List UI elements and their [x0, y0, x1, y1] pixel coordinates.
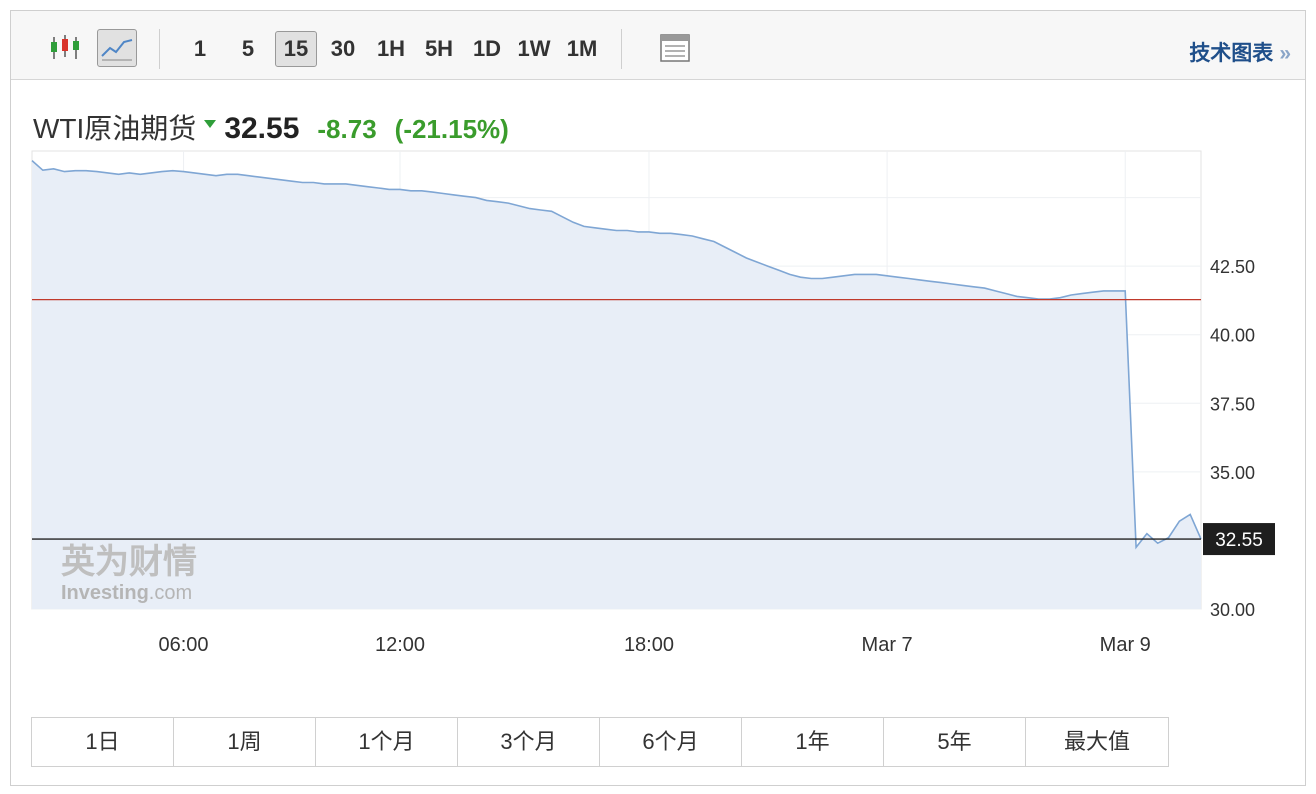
interval-1m[interactable]: 1M: [566, 36, 598, 61]
price-area-fill: [32, 160, 1201, 609]
interval-1d[interactable]: 1D: [472, 36, 502, 61]
price-change-percent: (-21.15%): [394, 114, 509, 144]
last-price-tag-label: 32.55: [1215, 530, 1263, 551]
toolbar-separator: [621, 29, 622, 69]
x-tick-label: Mar 9: [1100, 634, 1151, 656]
chevron-right-icon: »: [1279, 42, 1291, 65]
toolbar-separator: [159, 29, 160, 69]
instrument-name: WTI原油期货: [33, 113, 197, 144]
x-tick-label: 18:00: [624, 634, 674, 656]
y-tick-label: 37.50: [1210, 394, 1255, 414]
period-max[interactable]: 最大值: [1026, 718, 1168, 766]
last-price: 32.55: [224, 112, 300, 145]
period-3-months[interactable]: 3个月: [458, 718, 600, 766]
news-panel-icon[interactable]: [655, 29, 695, 67]
y-tick-label: 30.00: [1210, 600, 1255, 620]
line-chart-icon[interactable]: [97, 29, 137, 67]
period-1-month[interactable]: 1个月: [316, 718, 458, 766]
quote-header: WTI原油期货 32.55 -8.73 (-21.15%): [33, 107, 509, 147]
interval-30[interactable]: 30: [330, 36, 356, 61]
technical-chart-label: 技术图表: [1189, 42, 1274, 65]
interval-5[interactable]: 5: [241, 36, 255, 61]
watermark-cn: 英为财情: [61, 542, 197, 582]
candlestick-chart-icon[interactable]: [45, 29, 85, 67]
interval-5h[interactable]: 5H: [424, 36, 454, 61]
interval-1h[interactable]: 1H: [376, 36, 406, 61]
period-1-day[interactable]: 1日: [32, 718, 174, 766]
period-selector: 1日 1周 1个月 3个月 6个月 1年 5年 最大值: [31, 717, 1169, 767]
interval-1w[interactable]: 1W: [517, 36, 551, 61]
period-1-year[interactable]: 1年: [742, 718, 884, 766]
technical-chart-link[interactable]: 技术图表»: [1189, 37, 1291, 67]
down-arrow-icon: [204, 120, 217, 128]
x-tick-label: 06:00: [159, 634, 209, 656]
period-5-years[interactable]: 5年: [884, 718, 1026, 766]
x-tick-label: Mar 7: [862, 634, 913, 656]
last-price-tag: [1203, 523, 1275, 556]
y-tick-label: 35.00: [1210, 463, 1255, 483]
chart-toolbar: 1 5 15 30 1H 5H 1D 1W 1M 技术图表»: [11, 11, 1305, 80]
x-tick-label: 12:00: [375, 634, 425, 656]
watermark-suffix: .com: [149, 582, 192, 604]
y-tick-label: 40.00: [1210, 326, 1255, 346]
interval-15[interactable]: 15: [275, 31, 317, 67]
price-line: [31, 160, 1202, 550]
y-tick-label: 42.50: [1210, 257, 1255, 277]
watermark-en: Investing.com: [61, 582, 192, 604]
chart-widget: 1 5 15 30 1H 5H 1D 1W 1M 技术图表» WTI原油期货 32…: [10, 10, 1306, 786]
period-6-months[interactable]: 6个月: [600, 718, 742, 766]
period-1-week[interactable]: 1周: [174, 718, 316, 766]
interval-1[interactable]: 1: [193, 36, 207, 61]
price-change: -8.73: [317, 114, 377, 144]
